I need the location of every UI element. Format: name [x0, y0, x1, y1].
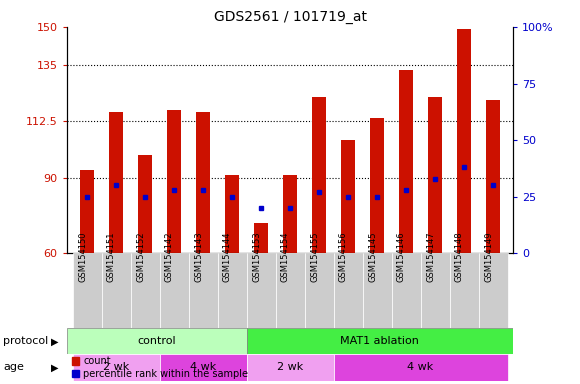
Bar: [67, 328, 246, 354]
Text: GSM154145: GSM154145: [368, 232, 377, 283]
Bar: [188, 253, 218, 328]
Text: MAT1 ablation: MAT1 ablation: [340, 336, 419, 346]
Text: GSM154148: GSM154148: [455, 232, 464, 283]
Title: GDS2561 / 101719_at: GDS2561 / 101719_at: [213, 10, 367, 25]
Bar: [130, 253, 160, 328]
Bar: [362, 253, 392, 328]
Bar: [428, 98, 442, 253]
Bar: [246, 253, 276, 328]
Text: ▶: ▶: [52, 336, 59, 346]
Bar: [450, 253, 478, 328]
Bar: [341, 140, 355, 253]
Text: GSM154142: GSM154142: [165, 232, 174, 283]
Bar: [218, 253, 246, 328]
Bar: [478, 253, 508, 328]
Text: GSM154143: GSM154143: [194, 232, 203, 283]
Bar: [457, 30, 471, 253]
Bar: [109, 113, 123, 253]
Bar: [399, 70, 413, 253]
Legend: count, percentile rank within the sample: count, percentile rank within the sample: [71, 356, 248, 379]
Text: 4 wk: 4 wk: [407, 362, 434, 372]
Bar: [138, 155, 152, 253]
Bar: [225, 175, 239, 253]
Bar: [160, 354, 246, 381]
Text: GSM154146: GSM154146: [397, 232, 406, 283]
Bar: [72, 354, 160, 381]
Bar: [334, 253, 362, 328]
Text: 4 wk: 4 wk: [190, 362, 216, 372]
Bar: [254, 223, 268, 253]
Bar: [72, 253, 102, 328]
Bar: [196, 113, 210, 253]
Text: GSM154151: GSM154151: [107, 232, 116, 283]
Bar: [246, 328, 513, 354]
Bar: [486, 100, 500, 253]
Text: GSM154153: GSM154153: [252, 232, 261, 283]
Bar: [246, 354, 334, 381]
Text: GSM154147: GSM154147: [426, 232, 435, 283]
Bar: [283, 175, 297, 253]
Bar: [420, 253, 450, 328]
Bar: [304, 253, 333, 328]
Text: age: age: [3, 362, 24, 372]
Text: GSM154144: GSM154144: [223, 232, 232, 283]
Text: control: control: [137, 336, 176, 346]
Text: GSM154155: GSM154155: [310, 232, 319, 283]
Bar: [312, 98, 326, 253]
Text: GSM154156: GSM154156: [339, 232, 348, 283]
Text: 2 wk: 2 wk: [103, 362, 129, 372]
Text: GSM154150: GSM154150: [78, 232, 87, 283]
Bar: [370, 118, 384, 253]
Bar: [392, 253, 420, 328]
Text: GSM154154: GSM154154: [281, 232, 290, 283]
Text: 2 wk: 2 wk: [277, 362, 303, 372]
Bar: [334, 354, 508, 381]
Bar: [276, 253, 304, 328]
Text: protocol: protocol: [3, 336, 48, 346]
Text: GSM154149: GSM154149: [484, 232, 493, 283]
Bar: [167, 110, 181, 253]
Text: ▶: ▶: [52, 362, 59, 372]
Bar: [102, 253, 130, 328]
Text: GSM154152: GSM154152: [136, 232, 145, 283]
Bar: [160, 253, 188, 328]
Bar: [80, 170, 94, 253]
